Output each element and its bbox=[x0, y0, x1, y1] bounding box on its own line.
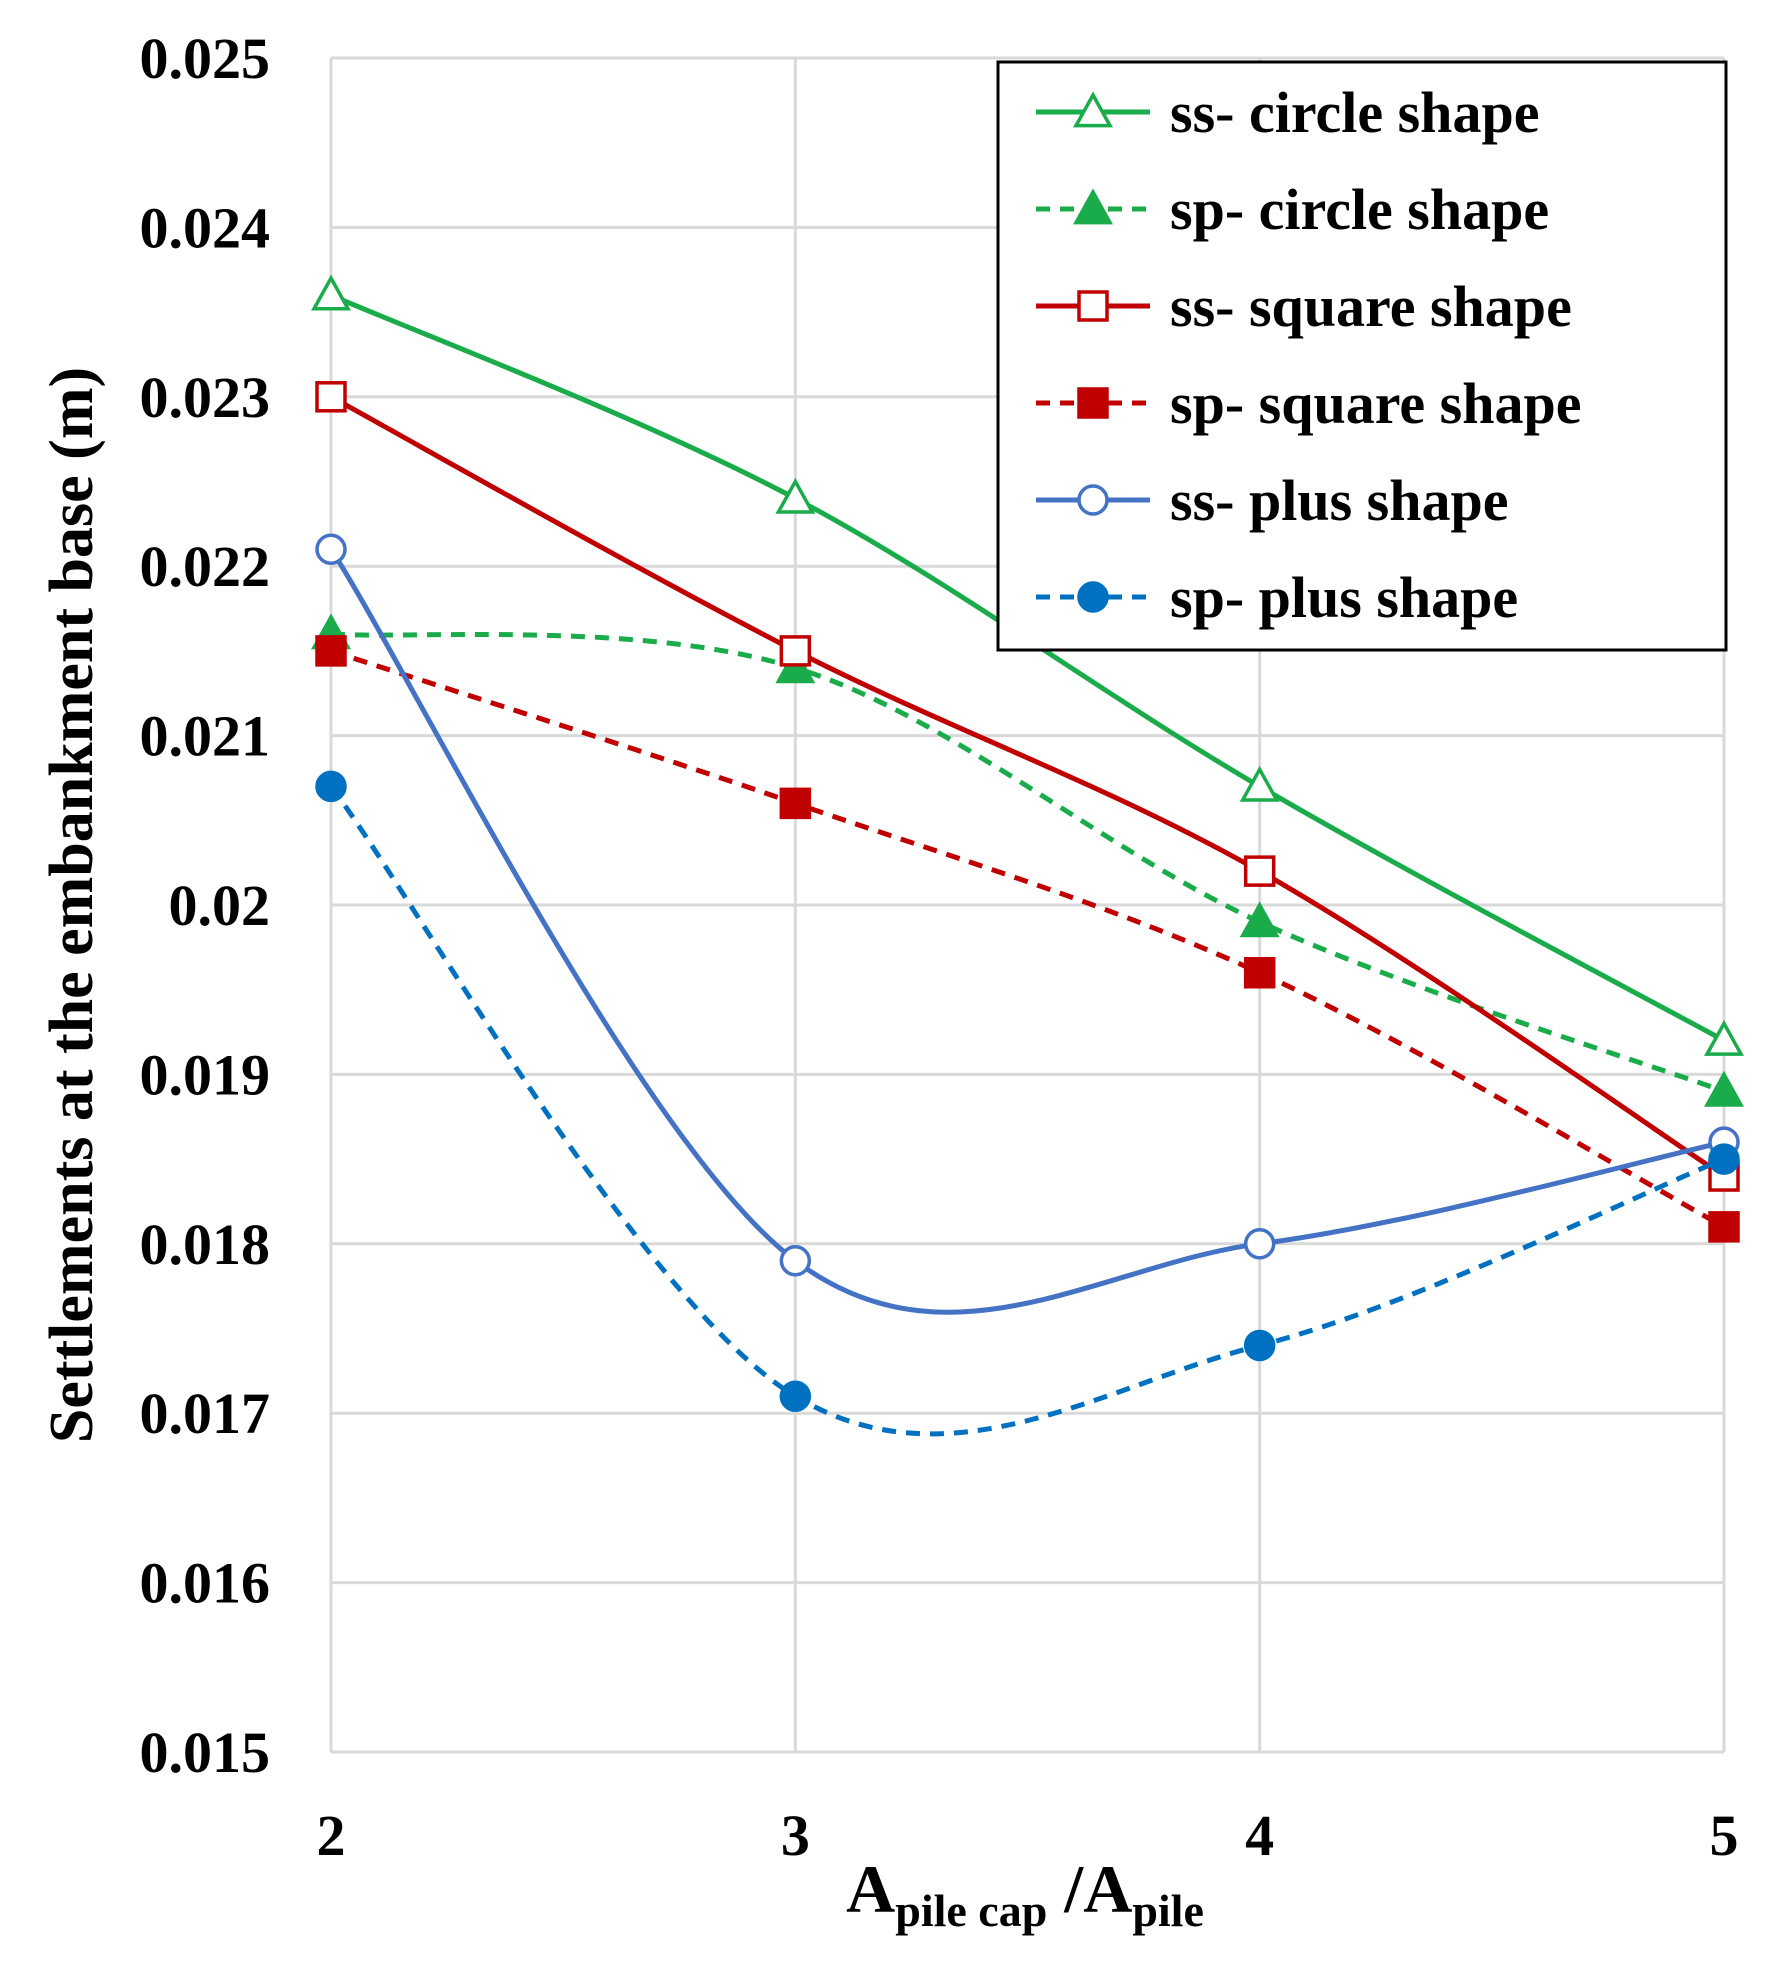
y-tick-label: 0.018 bbox=[140, 1212, 271, 1277]
data-point bbox=[315, 381, 347, 413]
data-point bbox=[1243, 855, 1276, 887]
y-tick-label: 0.023 bbox=[140, 365, 271, 430]
x-axis-title-main-2: A bbox=[1083, 1851, 1132, 1927]
series-line bbox=[330, 631, 1725, 1094]
legend-item: sp- circle shape bbox=[1036, 177, 1549, 242]
y-tick-label: 0.015 bbox=[140, 1720, 271, 1785]
series-layer bbox=[311, 274, 1744, 1437]
data-point bbox=[1708, 1143, 1740, 1175]
x-tick-label: 3 bbox=[781, 1803, 810, 1868]
legend-item: ss- square shape bbox=[1036, 274, 1572, 339]
series-sp-circle-shape bbox=[311, 613, 1744, 1107]
data-point bbox=[311, 274, 351, 311]
legend-item: sp- square shape bbox=[1036, 371, 1582, 436]
data-point bbox=[315, 635, 347, 667]
y-tick-label: 0.017 bbox=[140, 1381, 271, 1446]
data-point bbox=[775, 477, 816, 514]
x-axis-title-main-1: A bbox=[846, 1851, 895, 1927]
legend-marker bbox=[1073, 91, 1113, 128]
y-tick-label: 0.019 bbox=[140, 1042, 271, 1107]
y-axis-tick-labels: 0.015 0.016 0.017 0.018 0.019 0.02 0.021 0.022 0… bbox=[140, 26, 271, 1785]
legend-label: ss- plus shape bbox=[1170, 468, 1508, 533]
x-axis-title-sub-2: pile bbox=[1132, 1885, 1204, 1936]
y-tick-label: 0.025 bbox=[140, 26, 271, 91]
series-sp-plus-shape bbox=[315, 770, 1740, 1437]
legend-box bbox=[996, 60, 1728, 652]
legend-label: sp- circle shape bbox=[1170, 177, 1549, 242]
data-point bbox=[779, 635, 812, 667]
series-line bbox=[329, 784, 1725, 1437]
legend-marker bbox=[1073, 188, 1113, 225]
data-point bbox=[1708, 1211, 1740, 1243]
legend-item: ss- circle shape bbox=[1036, 80, 1539, 145]
data-point bbox=[779, 1380, 812, 1413]
legend-label: ss- square shape bbox=[1170, 274, 1572, 339]
legend-label: ss- circle shape bbox=[1170, 80, 1539, 145]
legend-label: sp- plus shape bbox=[1170, 565, 1518, 630]
x-tick-label: 4 bbox=[1245, 1803, 1274, 1868]
series-ss-plus-shape bbox=[315, 533, 1740, 1315]
legend: ss- circle shape sp- circle shape ss- squa… bbox=[996, 60, 1728, 652]
y-axis-title: Settlements at the embankment base (m) bbox=[38, 367, 106, 1443]
data-point bbox=[779, 787, 812, 820]
y-tick-label: 0.021 bbox=[140, 704, 271, 769]
x-tick-label: 5 bbox=[1710, 1803, 1739, 1868]
data-point bbox=[1704, 1070, 1744, 1107]
y-tick-label: 0.02 bbox=[169, 873, 271, 938]
data-point bbox=[779, 1244, 812, 1277]
data-point bbox=[1704, 1019, 1744, 1056]
data-point bbox=[1243, 1329, 1276, 1362]
data-point bbox=[315, 770, 347, 803]
data-point bbox=[315, 533, 347, 566]
legend-marker bbox=[1077, 290, 1109, 322]
legend-item: ss- plus shape bbox=[1036, 468, 1508, 533]
series-line bbox=[329, 394, 1726, 1179]
x-axis-title-sub-1: pile cap bbox=[895, 1885, 1047, 1936]
data-point bbox=[1243, 957, 1276, 989]
series-line bbox=[328, 547, 1725, 1315]
y-tick-label: 0.024 bbox=[140, 195, 271, 260]
data-point bbox=[1243, 1228, 1276, 1260]
legend-label: sp- square shape bbox=[1170, 371, 1582, 436]
series-line bbox=[330, 648, 1726, 1230]
legend-marker bbox=[1077, 387, 1109, 419]
legend-marker bbox=[1077, 484, 1109, 516]
data-point bbox=[1239, 765, 1280, 802]
x-axis-title-sep: / bbox=[1047, 1851, 1084, 1927]
y-tick-label: 0.016 bbox=[140, 1551, 271, 1616]
x-axis-tick-labels: 2 3 4 5 bbox=[317, 1803, 1739, 1868]
legend-marker bbox=[1077, 581, 1109, 613]
y-tick-label: 0.022 bbox=[140, 534, 271, 599]
series-ss-square-shape bbox=[315, 381, 1740, 1192]
series-sp-square-shape bbox=[315, 635, 1740, 1243]
data-point bbox=[1239, 901, 1280, 938]
x-axis-title: Apile cap /Apile bbox=[846, 1851, 1204, 1936]
x-tick-label: 2 bbox=[317, 1803, 346, 1868]
legend-item: sp- plus shape bbox=[1036, 565, 1518, 630]
